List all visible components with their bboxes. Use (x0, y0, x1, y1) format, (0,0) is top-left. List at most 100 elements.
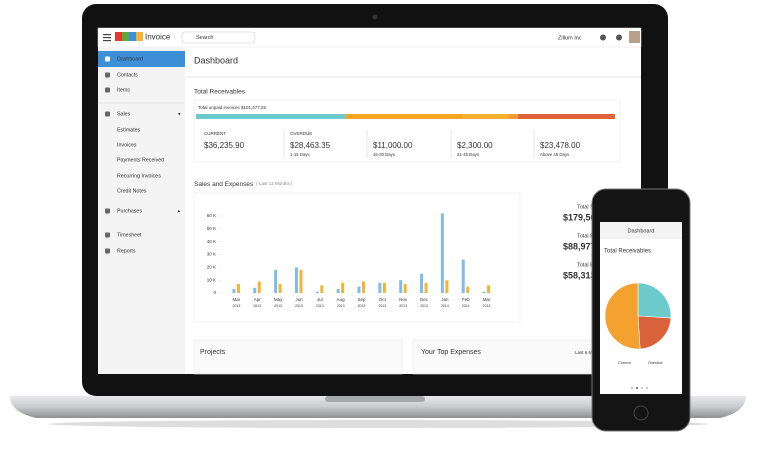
page-dot (636, 387, 638, 389)
y-tick-label: 0 (213, 290, 216, 295)
x-tick-label: Jan (441, 297, 449, 302)
bar (420, 273, 424, 293)
nav-icon (105, 248, 110, 254)
x-tick-label: Oct (379, 297, 387, 302)
phone-title: Dashboard (628, 228, 655, 234)
receivables-note: 16-30 Days (373, 152, 395, 157)
nav-item[interactable]: Sales (117, 111, 131, 117)
nav-icon (105, 87, 110, 93)
phone-subtitle: Total Receivables (604, 249, 651, 255)
chevron: ▾ (178, 111, 181, 117)
pie-slice (637, 282, 672, 319)
settings-icon[interactable] (600, 34, 606, 41)
x-tick-label: Jul (317, 297, 323, 302)
org-name[interactable]: Zillum Inc (558, 35, 582, 41)
pie-slice (637, 315, 672, 350)
phone-header (600, 222, 682, 239)
dynamic: Dashboard Contacts Items Sales Estimates Invo… (98, 56, 615, 308)
phone-legend: Current (618, 361, 632, 365)
y-tick-label: 10 K (207, 277, 216, 282)
x-tick-label: Jun (295, 297, 303, 302)
receivables-segment (463, 114, 509, 119)
nav-icon (105, 208, 110, 214)
logo (115, 32, 143, 41)
nav-item[interactable]: Dashboard (117, 56, 143, 62)
x-tick-label: 2014 (483, 304, 491, 308)
nav-item[interactable]: Invoices (117, 142, 137, 148)
search-box[interactable] (181, 31, 256, 44)
bar (362, 281, 365, 293)
nav-icon (105, 111, 110, 117)
receivables-amount: $28,463.35 (290, 141, 331, 150)
projects-card (193, 339, 403, 375)
x-tick-label: 2013 (295, 304, 303, 308)
y-tick-label: 20 K (207, 265, 216, 270)
nav-item[interactable]: Estimates (117, 127, 141, 133)
x-tick-label: Apr (254, 297, 262, 302)
x-tick-label: 2013 (420, 304, 428, 308)
page-dot (641, 387, 643, 389)
x-tick-label: 2013 (274, 304, 282, 308)
nav-icon (105, 72, 110, 78)
total-value: $58,313 (563, 270, 596, 280)
bar (278, 284, 282, 293)
bar (399, 280, 403, 293)
x-tick-label: Feb (462, 297, 470, 302)
receivables-label: OVERDUE (290, 131, 312, 136)
nav-item[interactable]: Payments Received (117, 157, 164, 163)
receivables-amount: $11,000.00 (373, 141, 413, 150)
bar (382, 282, 386, 293)
x-tick-label: 2014 (462, 304, 470, 308)
bar (357, 286, 361, 293)
x-tick-label: 2013 (378, 304, 386, 308)
bar (445, 280, 449, 293)
bar (336, 289, 340, 293)
receivables-amount: $2,300.00 (457, 141, 493, 150)
total-label: Total Expe (577, 262, 603, 268)
nav-item[interactable]: Contacts (117, 72, 138, 78)
brand: Invoice (145, 33, 171, 42)
avatar[interactable] (629, 31, 640, 43)
nav-item[interactable]: Credit Notes (117, 188, 147, 194)
sidebar-active (98, 51, 185, 67)
x-tick-label: 2013 (399, 304, 407, 308)
section-title: Sales and Expenses( Last 12 Months ) (194, 181, 293, 188)
home-button[interactable] (633, 405, 649, 421)
y-tick-label: 40 K (207, 239, 216, 244)
laptop-notch (325, 396, 425, 402)
x-tick-label: 2013 (337, 304, 345, 308)
x-tick-label: 2014 (441, 304, 449, 308)
total-label: Total Sa (577, 204, 598, 210)
bar (341, 282, 345, 293)
total-value: $88,977 (563, 241, 596, 251)
page-dot (646, 387, 648, 389)
nav-item[interactable]: Recurring Invoices (117, 173, 161, 179)
receivables-total: Total unpaid invoices $101,477.25 (198, 105, 267, 110)
nav-item[interactable]: Purchases (117, 208, 142, 214)
bar (232, 289, 236, 293)
card-title: Your Top Expenses (421, 349, 481, 356)
bar (274, 269, 278, 293)
total-value: $179,50 (563, 212, 596, 222)
receivables-segment (518, 114, 615, 119)
bar (403, 284, 407, 293)
nav-item[interactable]: Timesheet (117, 232, 142, 238)
phone: Dashboard Total Receivables Current Overd… (591, 188, 691, 432)
phone-legend: Overdue (648, 361, 663, 365)
nav-icon (105, 232, 110, 238)
bar (378, 282, 382, 293)
nav-item[interactable]: Reports (117, 248, 136, 254)
help-icon[interactable] (616, 34, 622, 41)
x-tick-label: 2013 (253, 304, 261, 308)
camera (372, 14, 378, 20)
total-label: Total Recei (577, 233, 604, 239)
expenses-card (412, 339, 624, 375)
menu-icon[interactable] (103, 34, 111, 42)
y-tick-label: 30 K (207, 252, 216, 257)
bar (299, 269, 303, 293)
x-tick-label: 2013 (358, 304, 366, 308)
nav-item[interactable]: Items (117, 87, 130, 93)
receivables-card (193, 99, 621, 163)
x-tick-label: Dec (420, 297, 429, 302)
